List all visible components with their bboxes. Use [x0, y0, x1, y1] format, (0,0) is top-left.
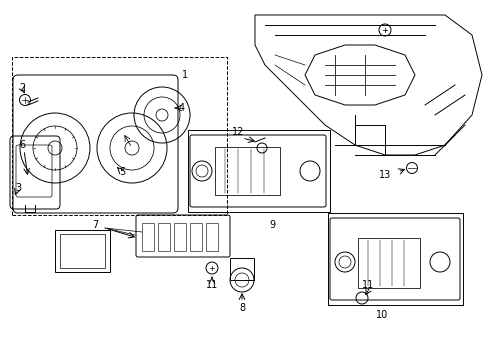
Bar — [187, 130, 329, 212]
Bar — [215, 147, 280, 195]
Text: 7: 7 — [92, 220, 98, 230]
Bar — [357, 238, 419, 288]
Text: 13: 13 — [378, 170, 390, 180]
Text: 8: 8 — [239, 303, 244, 313]
Bar — [190, 223, 202, 251]
Text: 1: 1 — [182, 70, 188, 80]
Text: 4: 4 — [179, 103, 184, 113]
Text: 12: 12 — [231, 127, 244, 137]
Bar — [158, 223, 170, 251]
Bar — [229, 258, 253, 280]
Text: 11: 11 — [361, 280, 373, 290]
Text: 2: 2 — [19, 83, 25, 93]
Bar — [12, 57, 226, 215]
Bar — [142, 223, 154, 251]
Bar — [327, 213, 462, 305]
Text: 9: 9 — [268, 220, 274, 230]
Bar — [174, 223, 185, 251]
Bar — [205, 223, 218, 251]
Bar — [55, 230, 110, 272]
Text: 6: 6 — [19, 140, 25, 150]
Text: 11: 11 — [205, 280, 218, 290]
Text: 5: 5 — [119, 167, 125, 177]
Text: 10: 10 — [375, 310, 387, 320]
Text: 3: 3 — [15, 183, 21, 193]
Bar — [60, 234, 105, 268]
